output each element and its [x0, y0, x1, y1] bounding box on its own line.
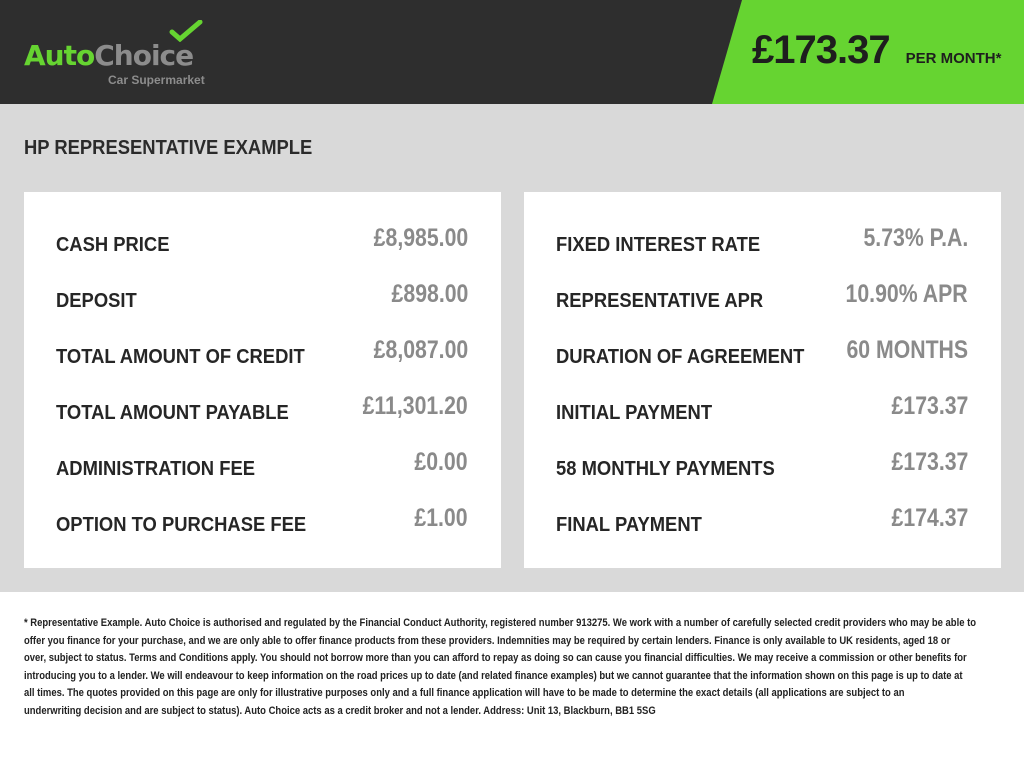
row-label: DEPOSIT: [56, 290, 137, 312]
row-label: OPTION TO PURCHASE FEE: [56, 514, 307, 536]
finance-row: 58 MONTHLY PAYMENTS £173.37: [556, 448, 968, 481]
row-label: FINAL PAYMENT: [556, 514, 702, 536]
row-value: 5.73% P.A.: [863, 224, 968, 252]
finance-row: DEPOSIT £898.00: [56, 280, 468, 313]
logo-auto: Auto: [24, 39, 95, 72]
row-label: 58 MONTHLY PAYMENTS: [556, 458, 775, 480]
finance-row: FIXED INTEREST RATE 5.73% P.A.: [556, 224, 968, 257]
disclaimer-line: all times. The quotes provided on this p…: [24, 687, 905, 699]
finance-row: INITIAL PAYMENT £173.37: [556, 392, 968, 425]
section-title: HP REPRESENTATIVE EXAMPLE: [24, 137, 313, 159]
row-label: REPRESENTATIVE APR: [556, 290, 764, 312]
row-label: FIXED INTEREST RATE: [556, 234, 761, 256]
price-row: £173.37 PER MONTH*: [752, 26, 1001, 74]
logo-tagline: Car Supermarket: [108, 73, 205, 87]
finance-row: OPTION TO PURCHASE FEE £1.00: [56, 504, 468, 537]
finance-row: REPRESENTATIVE APR 10.90% APR: [556, 280, 968, 313]
logo-wordmark: Auto Choice: [24, 39, 194, 72]
disclaimer-line: introducing you to a lender. We will end…: [24, 669, 963, 682]
row-label: INITIAL PAYMENT: [556, 402, 713, 424]
finance-row: FINAL PAYMENT £174.37: [556, 504, 968, 537]
finance-row: CASH PRICE £8,985.00: [56, 224, 468, 257]
finance-row: TOTAL AMOUNT OF CREDIT £8,087.00: [56, 336, 468, 369]
logo-choice: Choice: [94, 39, 194, 72]
row-value: 10.90% APR: [845, 280, 968, 308]
finance-row: TOTAL AMOUNT PAYABLE £11,301.20: [56, 392, 468, 425]
price-panel: [712, 0, 1024, 104]
row-value: £898.00: [391, 280, 468, 308]
finance-card-left: CASH PRICE £8,985.00 DEPOSIT £898.00 TOTAL A…: [24, 192, 501, 568]
disclaimer-line: * Representative Example. Auto Choice is…: [24, 617, 977, 629]
auto-choice-logo[interactable]: Auto Choice Car Supermarket: [24, 20, 234, 87]
finance-card-right: FIXED INTEREST RATE 5.73% P.A. REPRESENTAT…: [524, 192, 1001, 568]
row-value: 60 MONTHS: [846, 336, 968, 364]
disclaimer-line: underwriting decision and are subject to…: [24, 704, 656, 717]
disclaimer: * Representative Example. Auto Choice is…: [24, 615, 977, 720]
row-label: CASH PRICE: [56, 234, 170, 256]
row-value: £173.37: [891, 448, 968, 476]
row-value: £174.37: [891, 504, 968, 532]
row-label: ADMINISTRATION FEE: [56, 458, 255, 480]
row-value: £1.00: [414, 504, 468, 532]
row-label: TOTAL AMOUNT OF CREDIT: [56, 346, 305, 368]
monthly-price: £173.37: [752, 28, 891, 72]
per-month-label: PER MONTH*: [905, 50, 1002, 67]
row-value: £8,087.00: [373, 336, 468, 364]
row-value: £8,985.00: [373, 224, 468, 252]
row-label: DURATION OF AGREEMENT: [556, 346, 805, 368]
finance-row: DURATION OF AGREEMENT 60 MONTHS: [556, 336, 968, 369]
row-value: £11,301.20: [362, 392, 468, 420]
disclaimer-line: over, subject to status. Terms and Condi…: [24, 652, 967, 664]
finance-row: ADMINISTRATION FEE £0.00: [56, 448, 468, 481]
row-value: £0.00: [414, 448, 468, 476]
row-value: £173.37: [891, 392, 968, 420]
disclaimer-line: offer you finance for your purchase, and…: [24, 634, 951, 647]
checkmark-icon: [169, 20, 203, 42]
row-label: TOTAL AMOUNT PAYABLE: [56, 402, 289, 424]
